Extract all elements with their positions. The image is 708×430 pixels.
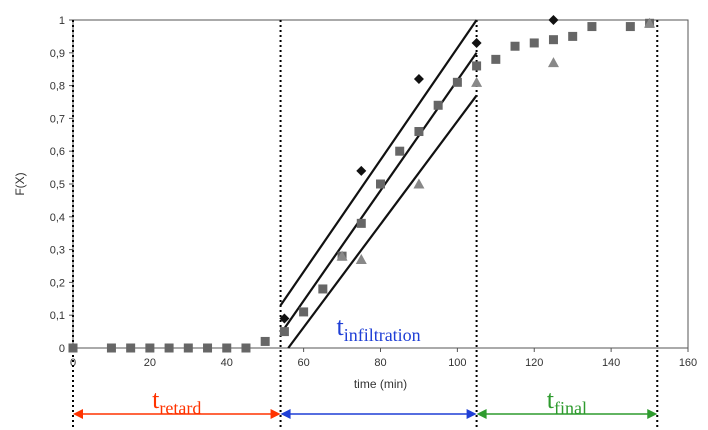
square-marker <box>376 179 385 189</box>
y-tick-label: 0,6 <box>50 146 65 158</box>
y-tick-label: 0 <box>59 343 65 355</box>
square-marker <box>68 343 78 353</box>
y-tick-label: 0,5 <box>50 179 65 191</box>
phase-arrow-head-right <box>466 409 477 419</box>
square-marker <box>145 343 155 353</box>
x-tick-label: 120 <box>525 357 543 369</box>
axes-layer: 0 20 40 60 80 100 120 140 160 0 0,1 0,2 0,3 0,4 0,5 0,6… <box>50 15 697 369</box>
square-marker <box>529 38 539 48</box>
x-axis-title: time (min) <box>354 377 407 391</box>
triangle-marker <box>355 253 367 264</box>
phase-label-main: t <box>152 385 160 414</box>
square-marker <box>491 54 501 64</box>
triangle-marker <box>336 250 348 261</box>
square-marker <box>472 61 482 71</box>
square-marker <box>452 77 462 87</box>
triangle-marker <box>413 178 425 189</box>
square-marker <box>183 343 193 353</box>
square-marker <box>625 22 635 32</box>
x-tick-label: 80 <box>374 357 386 369</box>
y-tick-label: 0,3 <box>50 245 65 257</box>
square-marker <box>395 146 405 156</box>
square-marker <box>414 127 424 137</box>
phase-arrow-head-left <box>280 409 291 419</box>
y-tick-label: 0,2 <box>50 277 65 289</box>
fit-lines <box>279 19 478 349</box>
phase-label: tretard <box>152 385 201 418</box>
x-tick-label: 60 <box>298 357 310 369</box>
phase-label-sub: retard <box>159 398 201 418</box>
triangle-marker <box>644 17 656 28</box>
y-tick-label: 0,4 <box>50 212 65 224</box>
x-tick-label: 20 <box>144 357 156 369</box>
y-tick-label: 1 <box>59 15 65 27</box>
phase-arrow-head-left <box>476 409 487 419</box>
square-marker <box>106 343 116 353</box>
square-marker <box>222 343 232 353</box>
phase-label: tinfiltration <box>336 312 420 345</box>
x-tick-label: 140 <box>602 357 620 369</box>
diamond-marker <box>548 15 559 25</box>
diamond-marker <box>413 74 424 85</box>
triangle-marker <box>471 76 483 87</box>
diamond-marker <box>471 37 482 48</box>
x-tick-label: 40 <box>221 357 233 369</box>
y-axis-title: F(X) <box>13 172 27 195</box>
square-marker <box>299 307 309 317</box>
phase-arrow-head-right <box>270 409 281 419</box>
phase-arrow-head-left <box>73 409 83 419</box>
square-marker <box>260 336 270 346</box>
square-marker <box>241 343 251 353</box>
triangle-marker <box>547 57 559 68</box>
square-marker <box>548 35 558 45</box>
square-marker <box>126 343 136 353</box>
diamond-marker <box>279 313 290 324</box>
phase-label: tfinal <box>547 385 587 418</box>
y-tick-label: 0,8 <box>50 81 65 93</box>
square-marker <box>356 218 366 228</box>
square-marker <box>433 100 443 110</box>
phase-label-main: t <box>547 385 555 414</box>
diamond-marker <box>356 165 367 176</box>
y-tick-label: 0,9 <box>50 48 65 60</box>
phase-arrow-head-right <box>647 409 658 419</box>
fit-line <box>279 19 478 306</box>
phase-label-sub: final <box>554 398 587 418</box>
x-tick-label: 160 <box>679 357 697 369</box>
square-marker <box>587 22 597 32</box>
y-tick-label: 0,7 <box>50 113 65 125</box>
phase-label-sub: infiltration <box>344 325 421 345</box>
x-tick-label: 0 <box>70 357 76 369</box>
phase-dividers <box>72 20 659 428</box>
square-marker <box>164 343 174 353</box>
square-marker <box>568 31 578 41</box>
square-marker <box>510 41 520 51</box>
data-points <box>68 15 656 353</box>
square-marker <box>279 327 289 337</box>
square-marker <box>203 343 213 353</box>
fit-line <box>283 52 478 329</box>
y-tick-label: 0,1 <box>50 310 65 322</box>
square-marker <box>318 284 328 294</box>
x-tick-label: 100 <box>448 357 466 369</box>
phase-label-main: t <box>336 312 344 341</box>
fit-line <box>287 94 478 349</box>
